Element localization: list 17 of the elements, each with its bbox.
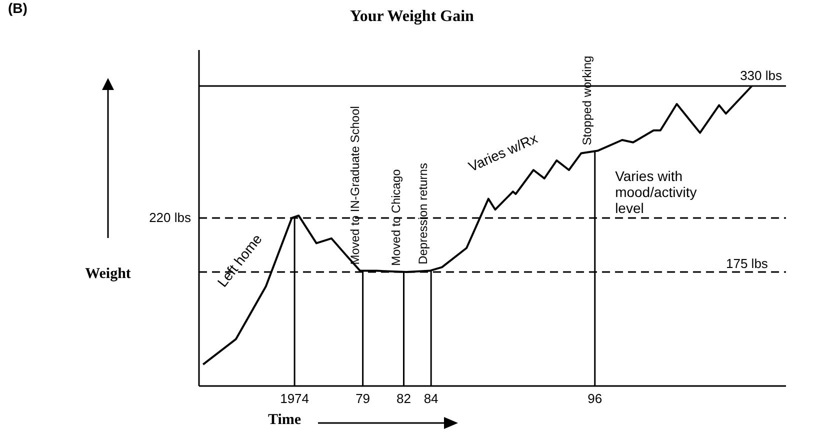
- ref-line-label: Depression returns: [416, 163, 430, 264]
- ref-line-label: Moved to IN-Graduate School: [348, 106, 362, 265]
- x-tick-label: 82: [396, 391, 411, 406]
- x-axis-title: Time: [268, 412, 302, 429]
- ref-line-label: 330 lbs: [740, 68, 782, 83]
- y-axis-title: Weight: [85, 266, 131, 282]
- x-tick-label: 79: [356, 391, 370, 406]
- x-tick-label: 96: [588, 391, 602, 406]
- ref-line-label: 220 lbs: [149, 210, 192, 225]
- ref-line-label: Stopped working: [580, 56, 594, 146]
- chart-title: Your Weight Gain: [350, 8, 474, 25]
- text: (B): [8, 0, 28, 16]
- x-tick-label: 84: [424, 391, 438, 406]
- ref-line-label: 175 lbs: [726, 256, 768, 271]
- x-tick-label: 1974: [280, 391, 310, 406]
- annotation: Varies w/Rx: [466, 130, 540, 176]
- annotation: Varies with mood/activity level: [615, 168, 698, 216]
